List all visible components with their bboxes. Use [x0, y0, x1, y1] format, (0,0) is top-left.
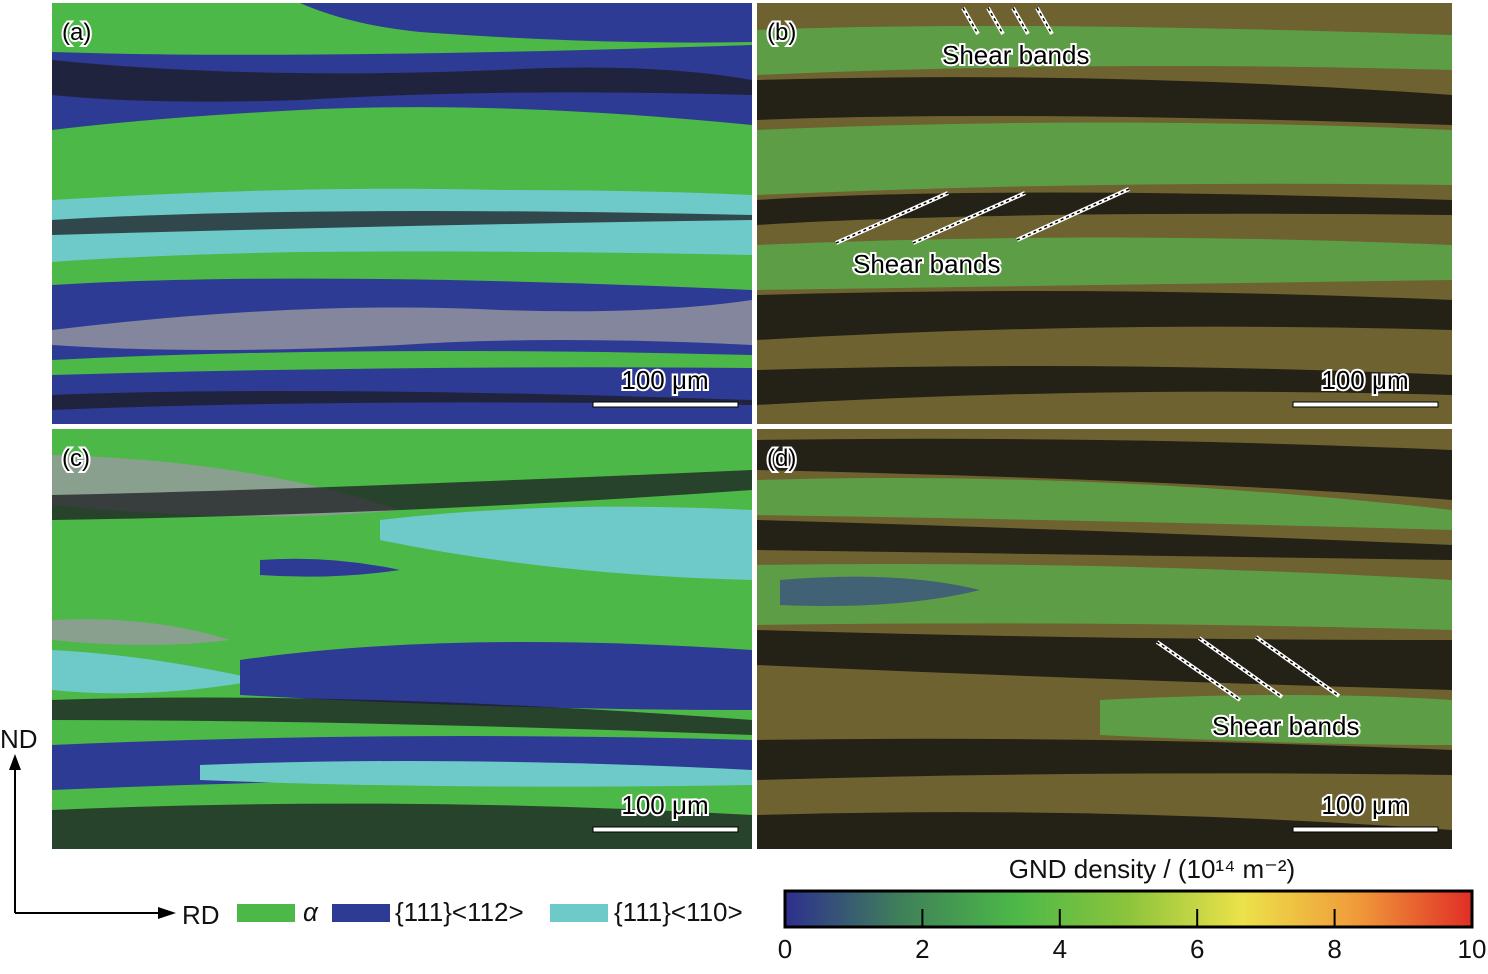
micrograph-b: [757, 3, 1452, 424]
annotation: Shear bands: [942, 40, 1089, 70]
colorbar-title: GND density / (10¹⁴ m⁻²): [1009, 854, 1295, 884]
colorbar-tick-label: 4: [1053, 934, 1067, 964]
micrograph-a: [52, 3, 752, 424]
colorbar-tick-label: 6: [1190, 934, 1204, 964]
panel-label: (a): [62, 19, 91, 46]
panel-label: (b): [767, 19, 796, 46]
micrograph-d: [757, 429, 1452, 849]
colorbar-tick-label: 0: [778, 934, 792, 964]
legend-label: {111}<112>: [395, 897, 524, 927]
scale-bar-label: 100 μm: [1321, 365, 1408, 395]
scale-bar-label: 100 μm: [621, 790, 708, 820]
micrograph-c: [52, 429, 752, 849]
scale-bar: 100 μm: [1292, 363, 1439, 408]
colorbar-tick-label: 10: [1458, 934, 1487, 964]
axis-label: RD: [182, 900, 220, 930]
scale-bar: 100 μm: [592, 788, 739, 833]
legend-swatch: [237, 904, 295, 922]
scale-bar-label: 100 μm: [621, 365, 708, 395]
legend-swatch: [550, 904, 608, 922]
scale-bar-label: 100 μm: [1321, 790, 1408, 820]
legend-label: {111}<110>: [614, 897, 743, 927]
legend-label: α: [303, 897, 319, 927]
axis-label: ND: [0, 724, 38, 754]
colorbar: [783, 889, 1474, 929]
orientation-axes: [9, 754, 176, 919]
colorbar-tick-label: 8: [1327, 934, 1341, 964]
colorbar-tick-label: 2: [915, 934, 929, 964]
scale-bar: 100 μm: [1292, 788, 1439, 833]
panel-label: (c): [62, 445, 90, 472]
shear-band-lines: [835, 7, 1341, 702]
legend-swatch: [332, 904, 390, 922]
annotation: Shear bands: [1212, 711, 1359, 741]
scale-bar: 100 μm: [592, 363, 739, 408]
panel-label: (d): [767, 445, 796, 472]
annotation: Shear bands: [853, 249, 1000, 279]
